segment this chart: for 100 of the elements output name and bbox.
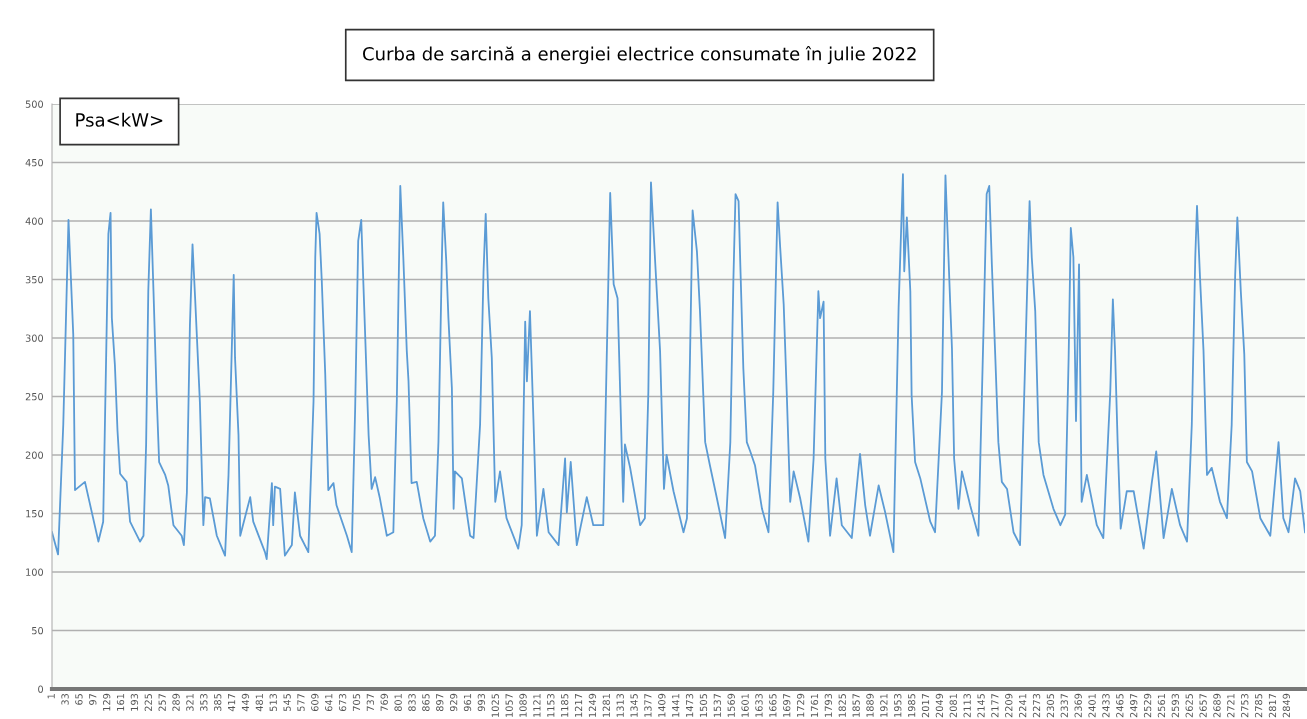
x-tick-label: 2337 (1060, 694, 1068, 718)
y-tick-label: 0 (38, 685, 44, 693)
x-tick-label: 2145 (977, 694, 985, 718)
x-tick-label: 65 (75, 694, 83, 705)
x-tick-label: 1025 (491, 694, 499, 717)
x-tick-label: 737 (366, 694, 375, 711)
x-tick-label: 193 (130, 693, 139, 711)
x-tick-label: 577 (297, 694, 305, 711)
y-tick-label: 50 (32, 626, 44, 635)
y-tick-label: 100 (26, 568, 44, 576)
x-tick-label: 2817 (1268, 694, 1277, 718)
x-tick-label: 2497 (1130, 694, 1138, 718)
x-tick-label: 545 (283, 694, 291, 711)
y-tick-label: 250 (25, 392, 44, 401)
x-tick-label: 1729 (796, 693, 805, 717)
x-tick-label: 801 (394, 694, 402, 712)
x-tick-label: 961 (463, 694, 472, 712)
x-tick-label: 2849 (1282, 693, 1291, 718)
x-tick-label: 2113 (963, 693, 971, 718)
x-tick-label: 1 (47, 694, 55, 699)
x-tick-label: 705 (352, 694, 361, 711)
x-tick-label: 513 (269, 693, 277, 711)
y-tick-label: 450 (25, 158, 44, 167)
x-tick-label: 897 (436, 694, 444, 712)
x-tick-label: 1825 (838, 694, 846, 717)
x-tick-label: 33 (61, 693, 69, 705)
line-series (52, 173, 1305, 561)
x-tick-label: 2401 (1088, 694, 1096, 718)
x-tick-label: 1569 (727, 693, 735, 717)
x-tick-label: 2593 (1171, 693, 1180, 718)
x-tick-label: 1985 (907, 694, 916, 717)
y-tick-label: 300 (25, 334, 44, 342)
x-tick-label: 2273 (1032, 693, 1041, 718)
x-tick-label: 1953 (894, 693, 902, 717)
x-tick-label: 2785 (1254, 694, 1263, 718)
x-tick-label: 2177 (991, 694, 999, 718)
x-tick-label: 2433 (1102, 693, 1110, 718)
x-tick-label: 993 (477, 693, 486, 712)
x-tick-label: 321 (186, 694, 194, 711)
x-tick-label: 1185 (560, 694, 569, 717)
x-tick-label: 481 (255, 694, 263, 712)
y-axis-title: Psa<kW> (76, 112, 163, 127)
x-tick-label: 769 (380, 693, 388, 711)
x-tick-label: 865 (422, 694, 430, 712)
x-tick-label: 1601 (741, 694, 749, 717)
x-tick-label: 449 (241, 693, 250, 712)
x-tick-label: 1857 (852, 694, 860, 717)
x-tick-label: 1633 (755, 693, 763, 717)
x-tick-label: 2529 (1143, 693, 1152, 718)
x-tick-label: 97 (89, 694, 97, 705)
x-tick-label: 353 (200, 693, 208, 711)
x-tick-label: 1281 (602, 694, 610, 717)
x-tick-label: 2209 (1005, 693, 1013, 718)
x-tick-label: 1473 (685, 693, 694, 717)
y-tick-label: 500 (25, 100, 44, 108)
x-tick-label: 1121 (533, 694, 541, 717)
x-tick-label: 1441 (672, 694, 680, 717)
x-tick-label: 929 (449, 693, 458, 712)
x-tick-label: 2625 (1185, 694, 1193, 718)
x-tick-label: 2017 (921, 694, 930, 718)
x-tick-label: 289 (172, 693, 180, 712)
x-tick-label: 1889 (866, 693, 874, 717)
y-tick-label: 400 (25, 217, 44, 225)
chart-title: Curba de sarcină a energiei electrice consumate în julie 2022 (363, 45, 916, 65)
x-tick-label: 833 (408, 693, 416, 712)
x-tick-label: 1089 (519, 693, 527, 717)
x-tick-label: 1377 (644, 694, 652, 717)
x-tick-label: 161 (116, 694, 125, 711)
x-tick-label: 225 (144, 694, 152, 712)
x-tick-label: 1793 (824, 693, 833, 717)
x-tick-label: 417 (228, 694, 236, 712)
x-tick-label: 1665 (769, 694, 777, 717)
x-tick-label: 2305 (1046, 694, 1055, 718)
x-tick-label: 609 (311, 693, 319, 712)
x-tick-label: 1761 (810, 694, 819, 717)
x-tick-label: 2657 (1199, 694, 1207, 718)
y-tick-label: 350 (25, 275, 44, 284)
x-tick-label: 385 (214, 694, 222, 711)
x-tick-label: 2081 (949, 694, 957, 718)
x-tick-label: 2369 (1074, 693, 1082, 718)
x-tick-label: 673 (338, 693, 347, 712)
x-tick-label: 257 (158, 694, 166, 712)
x-tick-label: 1249 (588, 693, 597, 717)
x-tick-label: 1409 (658, 693, 666, 717)
x-tick-label: 2465 (1116, 694, 1124, 718)
x-tick-label: 1697 (783, 694, 791, 717)
x-tick-label: 1153 (547, 693, 555, 717)
x-tick-label: 2753 (1241, 693, 1249, 718)
x-tick-label: 1505 (699, 694, 708, 717)
x-tick-label: 2689 (1213, 693, 1221, 718)
y-tick-label: 200 (25, 451, 44, 459)
x-tick-label: 1345 (630, 694, 638, 717)
x-tick-label: 129 (102, 693, 111, 711)
x-tick-label: 2049 (935, 693, 944, 718)
x-tick-label: 1057 (505, 694, 513, 717)
x-tick-label: 2561 (1157, 694, 1166, 718)
x-tick-label: 1313 (616, 693, 624, 717)
x-tick-label: 1217 (574, 694, 583, 717)
y-tick-label: 150 (26, 509, 44, 518)
x-tick-label: 2241 (1018, 694, 1027, 718)
